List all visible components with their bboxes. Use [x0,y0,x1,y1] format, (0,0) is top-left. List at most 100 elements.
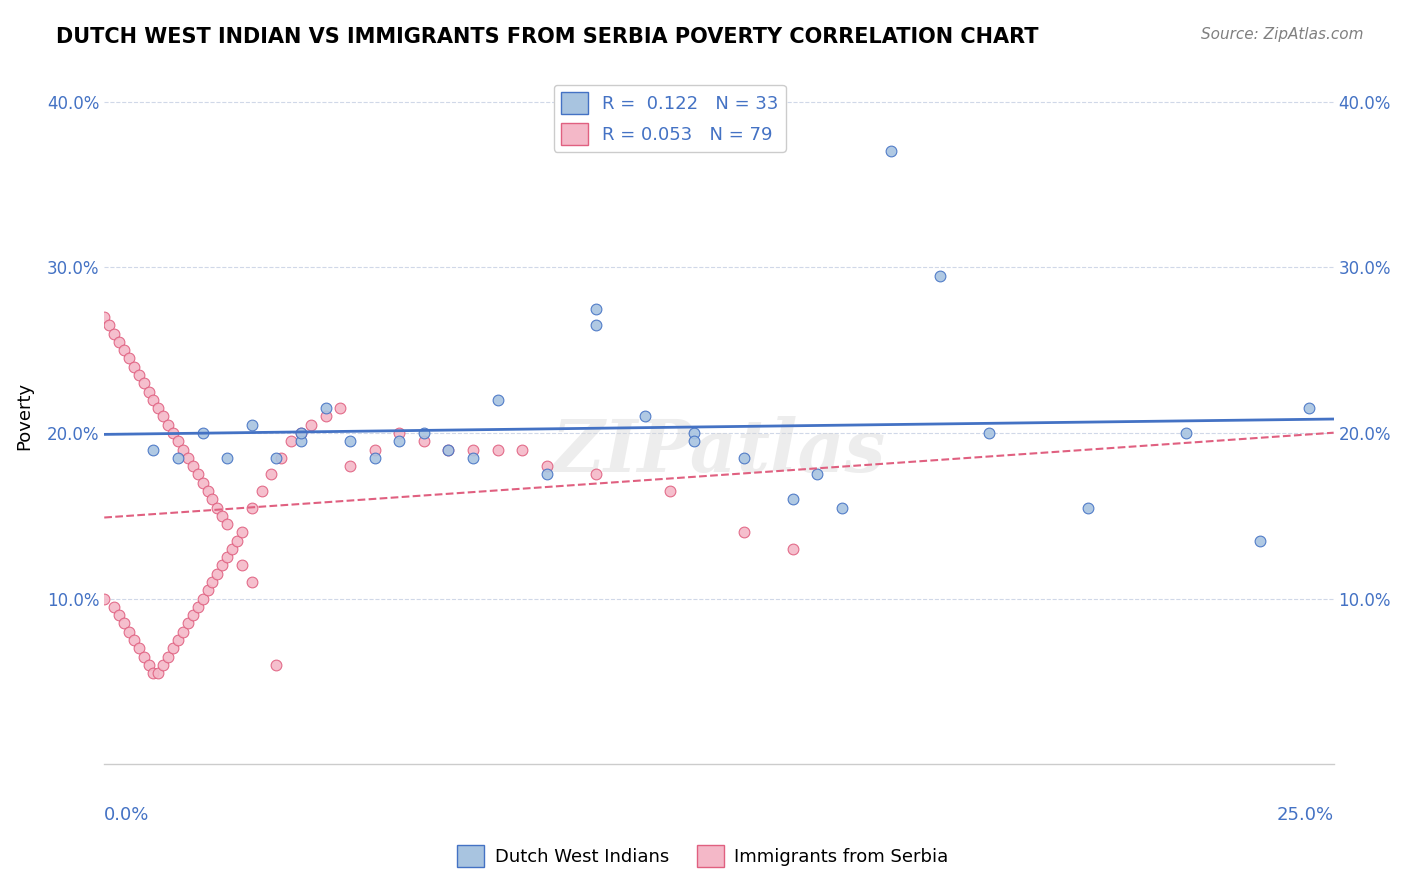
Point [240,417,263,432]
Point [201,575,224,590]
Point [1175,425,1198,440]
Point [1298,401,1320,416]
Point [221,541,243,556]
Point [782,541,804,556]
Point [510,442,533,457]
Point [231,558,253,573]
Point [181,608,204,623]
Point [167,434,190,449]
Point [172,624,194,639]
Point [128,368,150,382]
Point [201,492,224,507]
Point [157,649,180,664]
Point [138,384,160,399]
Point [103,326,125,341]
Point [181,459,204,474]
Point [240,500,263,515]
Point [388,434,411,449]
Point [1249,533,1271,548]
Point [388,425,411,440]
Point [122,633,145,648]
Point [152,657,174,672]
Text: ZIPatlas: ZIPatlas [553,416,886,487]
Point [191,591,214,606]
Point [112,616,135,631]
Point [536,467,558,482]
Point [108,608,131,623]
Legend: R =  0.122   N = 33, R = 0.053   N = 79: R = 0.122 N = 33, R = 0.053 N = 79 [554,85,786,152]
Point [197,483,219,498]
Point [132,649,155,664]
Point [658,483,681,498]
Point [536,459,558,474]
Point [128,641,150,656]
Point [250,483,273,498]
Point [226,533,249,548]
Point [103,599,125,614]
Point [270,450,292,465]
Point [260,467,283,482]
Point [461,450,484,465]
Text: 25.0%: 25.0% [1277,806,1334,824]
Text: 0.0%: 0.0% [104,806,149,824]
Point [112,343,135,358]
Point [683,425,706,440]
Point [315,409,337,424]
Point [172,442,194,457]
Point [167,450,190,465]
Point [142,442,165,457]
Point [240,575,263,590]
Point [191,425,214,440]
Point [880,145,903,159]
Point [412,434,434,449]
Point [177,616,200,631]
Point [339,459,361,474]
Point [280,434,302,449]
Point [187,467,209,482]
Point [157,417,180,432]
Point [93,310,115,324]
Point [142,666,165,681]
Point [152,409,174,424]
Point [211,558,233,573]
Point [364,442,387,457]
Point [831,500,853,515]
Point [412,425,434,440]
Point [806,467,828,482]
Point [585,301,607,316]
Point [437,442,460,457]
Point [585,467,607,482]
Point [290,425,312,440]
Point [138,657,160,672]
Point [217,450,239,465]
Text: Source: ZipAtlas.com: Source: ZipAtlas.com [1201,27,1364,42]
Point [132,376,155,391]
Point [683,434,706,449]
Point [217,550,239,565]
Point [486,442,509,457]
Point [187,599,209,614]
Point [266,450,288,465]
Point [148,666,170,681]
Point [207,566,229,581]
Text: DUTCH WEST INDIAN VS IMMIGRANTS FROM SERBIA POVERTY CORRELATION CHART: DUTCH WEST INDIAN VS IMMIGRANTS FROM SER… [56,27,1039,46]
Point [118,624,141,639]
Point [782,492,804,507]
Point [148,401,170,416]
Point [118,351,141,366]
Point [142,392,165,407]
Point [329,401,352,416]
Point [339,434,361,449]
Point [211,508,233,523]
Point [98,318,121,333]
Point [122,359,145,374]
Point [197,583,219,598]
Point [1077,500,1099,515]
Point [634,409,657,424]
Point [108,334,131,349]
Point [437,442,460,457]
Point [733,525,755,540]
Point [290,425,312,440]
Point [191,475,214,490]
Y-axis label: Poverty: Poverty [15,383,32,450]
